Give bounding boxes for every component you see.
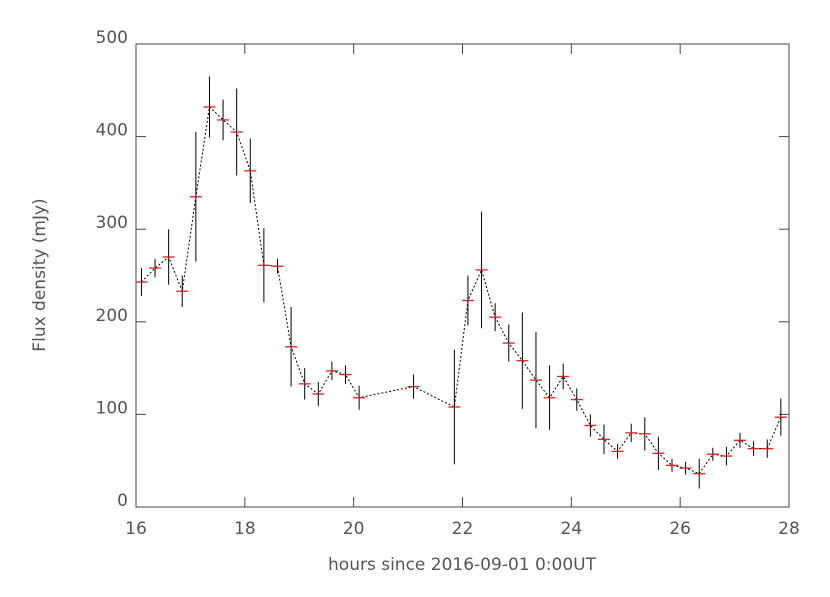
y-tick-label: 0: [117, 491, 128, 511]
x-tick-label: 24: [561, 519, 583, 539]
x-axis-label: hours since 2016-09-01 0:00UT: [328, 555, 597, 575]
y-tick-label: 100: [96, 398, 128, 418]
y-tick-label: 500: [96, 28, 128, 48]
plot-frame: [135, 43, 790, 508]
y-tick-label: 400: [96, 121, 128, 141]
x-tick-label: 22: [452, 519, 474, 539]
x-tick-label: 28: [778, 519, 800, 539]
data-line: [141, 105, 782, 475]
x-tick-label: 26: [669, 519, 691, 539]
x-tick-label: 20: [343, 519, 365, 539]
y-axis-label: Flux density (mJy): [30, 198, 50, 351]
y-tick-label: 200: [96, 306, 128, 326]
x-tick-label: 16: [125, 519, 147, 539]
x-tick-label: 18: [234, 519, 256, 539]
y-tick-label: 300: [96, 213, 128, 233]
